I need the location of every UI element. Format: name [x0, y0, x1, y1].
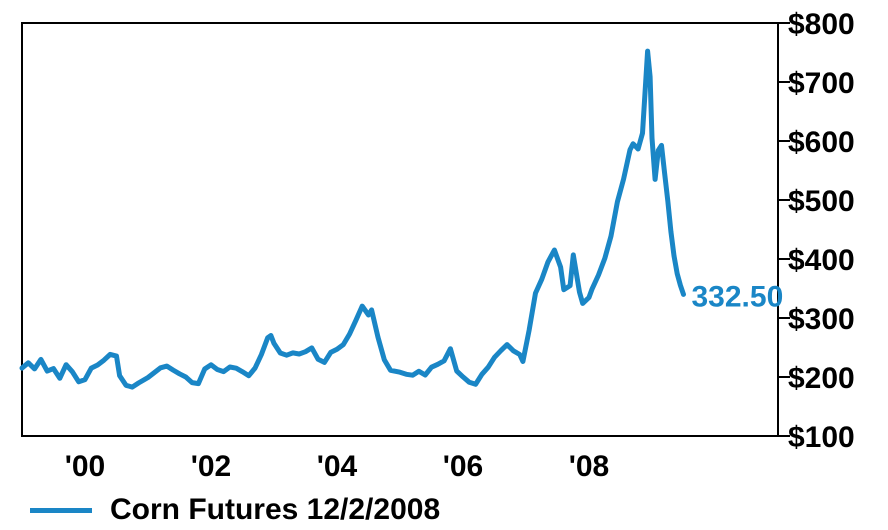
- chart-area: '00 '02 '04 '06 '08 $100 $200 $300 $400 $500 $600…: [19, 8, 855, 483]
- end-value-label: 332.50: [692, 280, 784, 313]
- y-axis: $100 $200 $300 $400 $500 $600 $700 $800: [778, 8, 855, 454]
- x-tick-label: '00: [65, 450, 106, 483]
- legend-swatch: [30, 507, 92, 513]
- x-axis: '00 '02 '04 '06 '08: [65, 450, 610, 483]
- legend-label: Corn Futures 12/2/2008: [110, 493, 441, 526]
- y-tick-label: $100: [788, 421, 855, 454]
- plot-frame: [21, 22, 779, 437]
- x-tick-label: '08: [569, 450, 610, 483]
- y-tick-label: $400: [788, 244, 855, 277]
- legend: Corn Futures 12/2/2008: [30, 490, 440, 530]
- x-tick-label: '04: [317, 450, 358, 483]
- y-tick-label: $300: [788, 303, 855, 336]
- y-tick-label: $200: [788, 362, 855, 395]
- corn-futures-line: [19, 48, 686, 390]
- x-tick-label: '02: [191, 450, 232, 483]
- x-tick-label: '06: [443, 450, 484, 483]
- y-tick-label: $600: [788, 126, 855, 159]
- y-tick-label: $800: [788, 8, 855, 41]
- y-tick-label: $500: [788, 185, 855, 218]
- y-tick-label: $700: [788, 67, 855, 100]
